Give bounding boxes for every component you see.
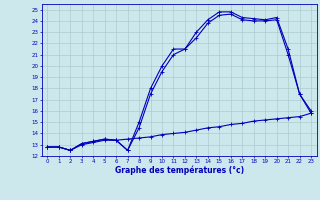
X-axis label: Graphe des températures (°c): Graphe des températures (°c) xyxy=(115,166,244,175)
